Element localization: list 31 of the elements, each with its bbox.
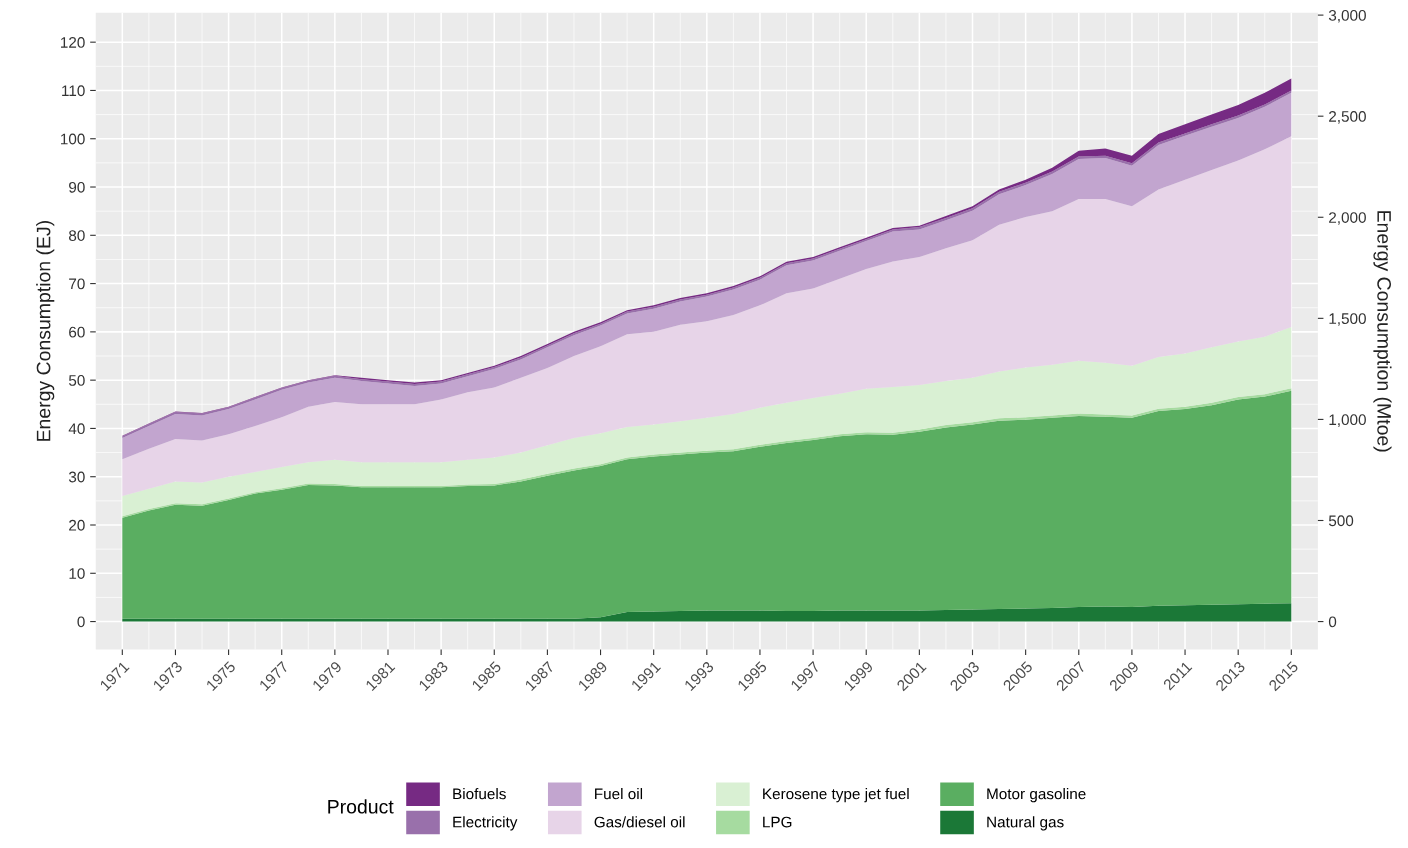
y-tick-label: 20 [69,519,85,531]
y2-tick-label: 2,000 [1329,212,1366,225]
y-tick-label: 60 [69,326,85,338]
y-tick-label: 80 [69,230,85,241]
legend-label: LPG [763,816,792,828]
y-tick-label: 0 [77,616,85,628]
y2-tick-label: 3,000 [1328,9,1366,23]
y2-tick-label: 1,000 [1329,414,1366,427]
y-tick-label: 120 [61,37,85,48]
y-tick-label: 90 [69,181,85,193]
y2-axis-title: Energy Consumption (Mtoe) [1373,211,1392,452]
y-axis-title: Energy Consumption (EJ) [36,221,55,441]
legend-label: Natural gas [987,816,1064,831]
y-tick-label: 40 [68,423,85,435]
y-tick-label: 50 [68,375,85,386]
legend-label: Biofuels [453,788,506,800]
legend-label: Motor gasoline [987,788,1086,803]
legend-label: Kerosene type jet fuel [763,788,909,803]
y2-tick-label: 500 [1328,515,1354,527]
legend-label: Fuel oil [595,788,643,800]
y-tick-label: 30 [68,471,85,483]
y2-tick-label: 2,500 [1329,111,1366,124]
legend-label: Electricity [453,816,518,831]
legend-title: Product [328,799,394,814]
y-tick-label: 10 [69,568,85,579]
y2-tick-label: 1,500 [1329,313,1366,326]
y-tick-label: 100 [61,133,85,145]
y-tick-label: 70 [69,278,85,290]
legend-label: Gas/diesel oil [594,816,685,828]
y-tick-label: 110 [62,85,85,97]
y2-tick-label: 0 [1328,616,1337,628]
